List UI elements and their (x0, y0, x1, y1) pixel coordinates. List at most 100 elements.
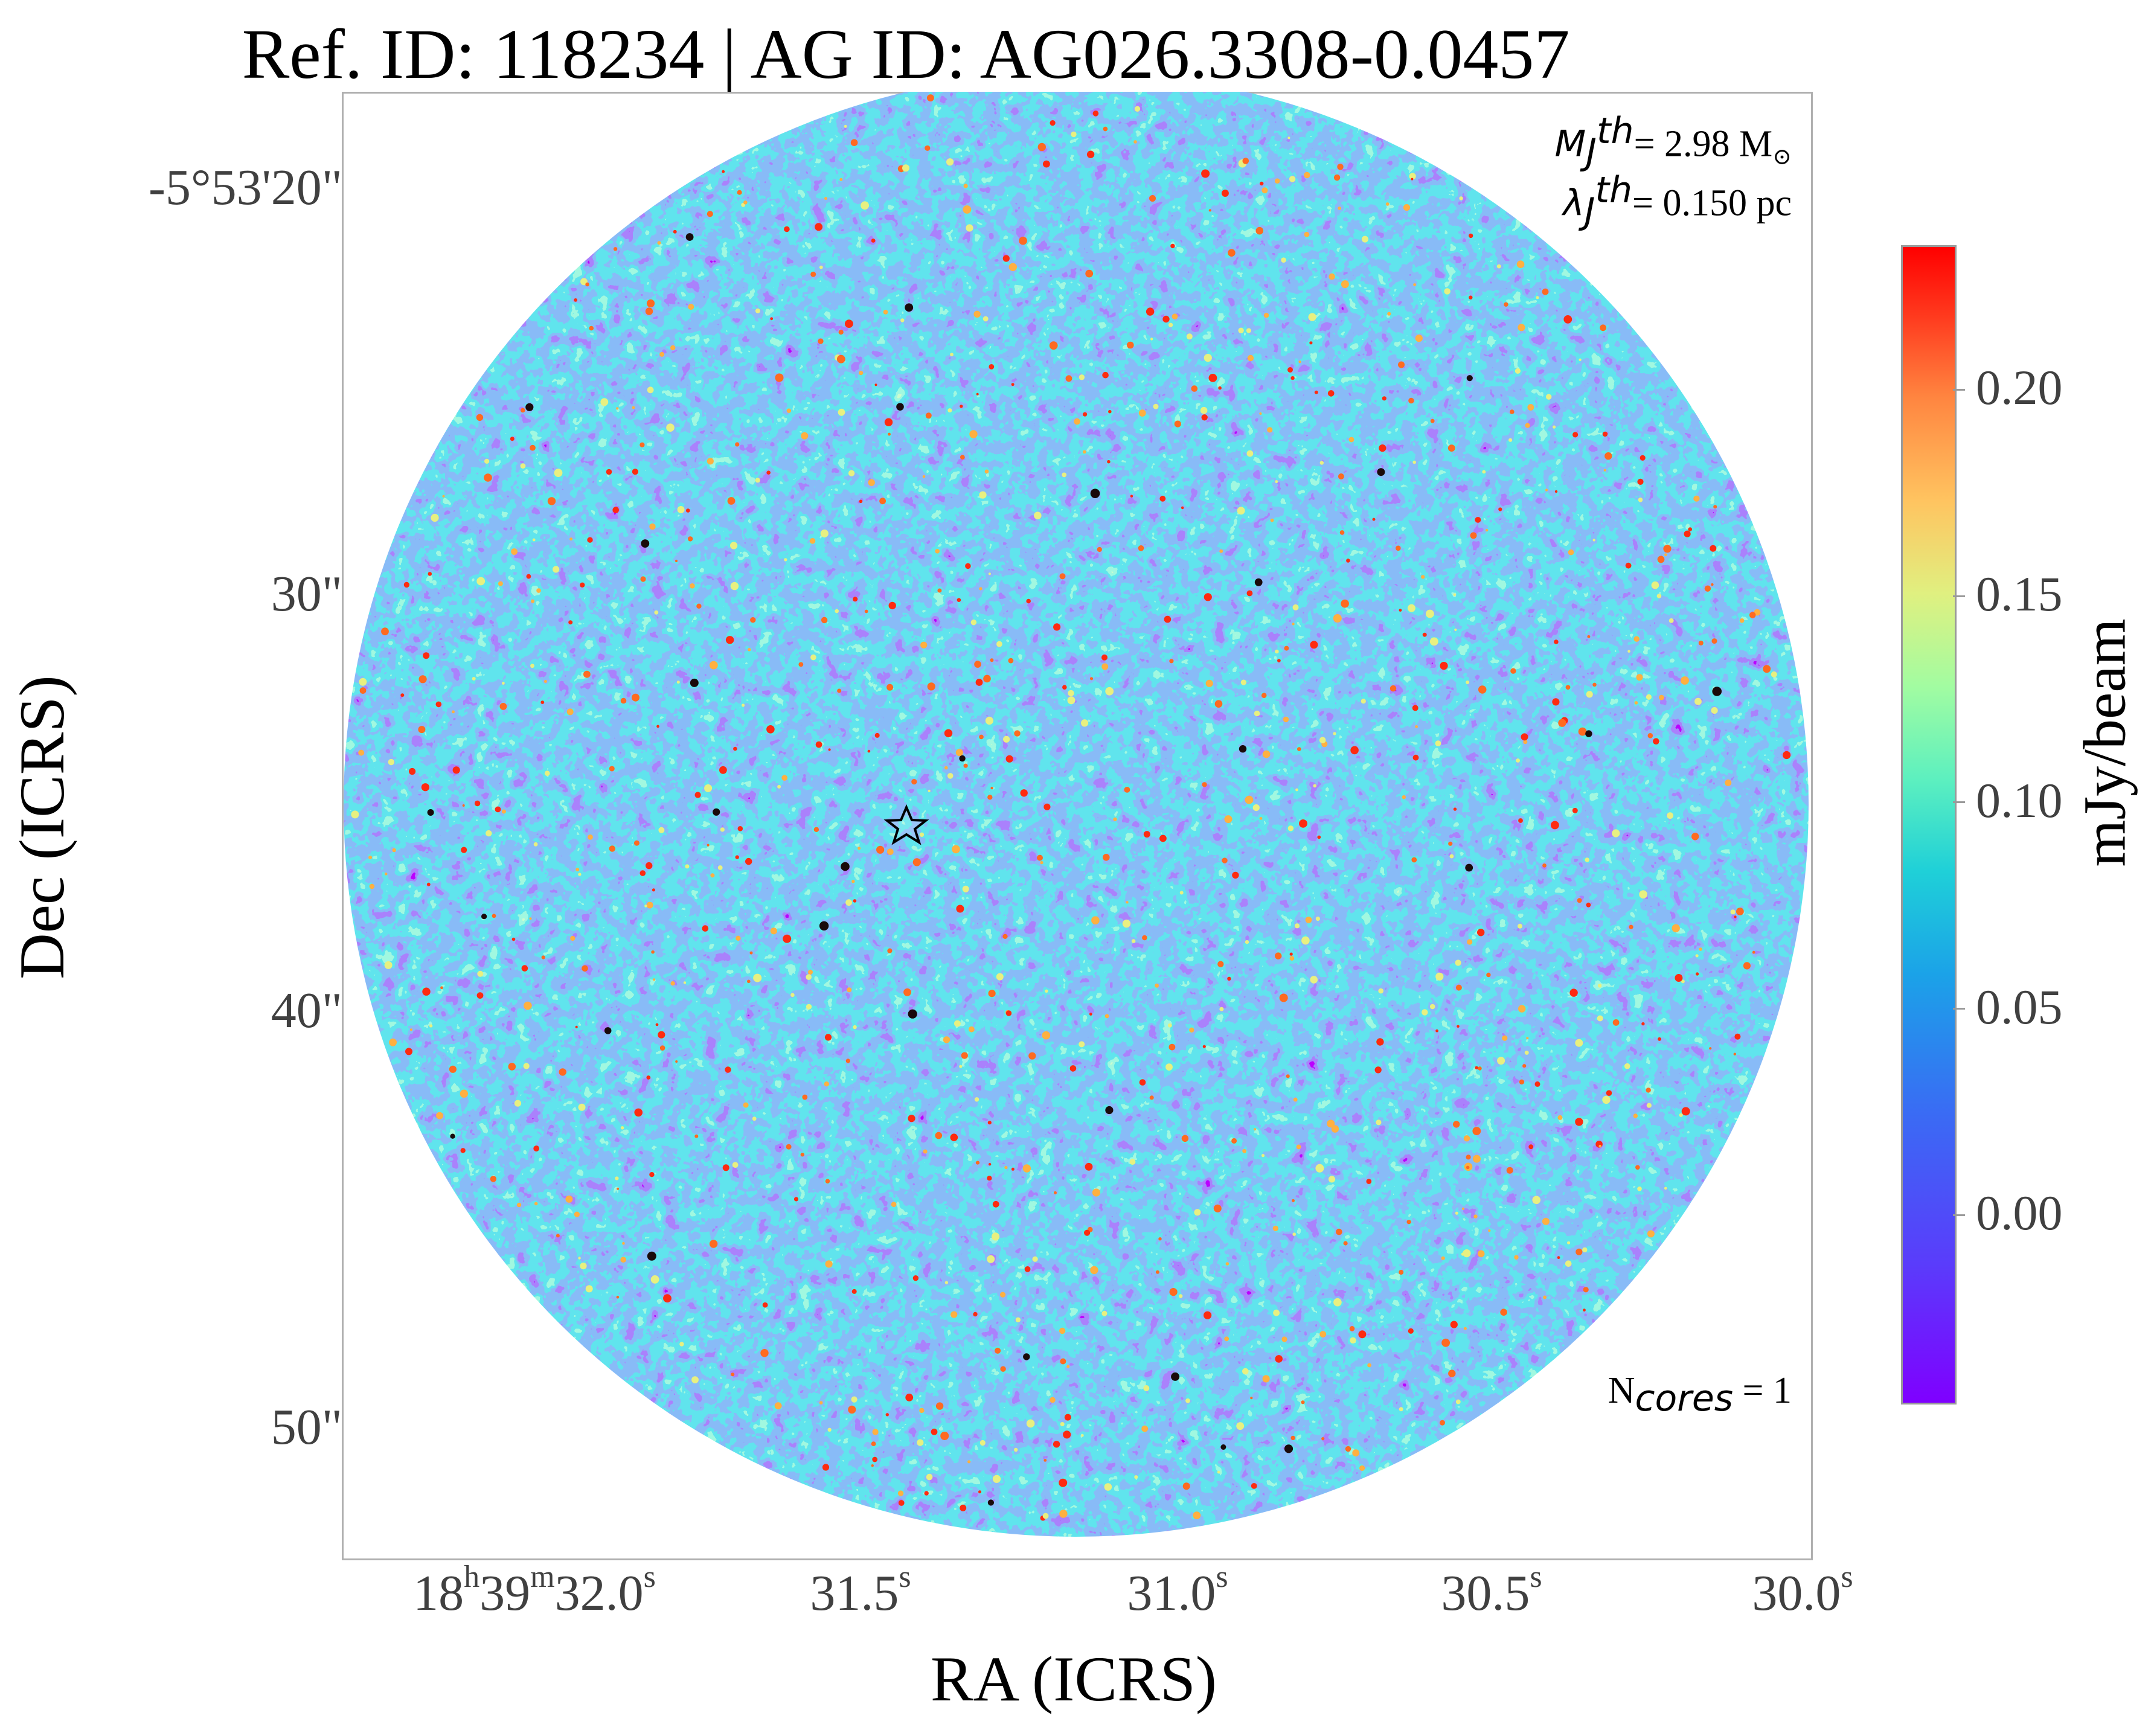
noise-peak (449, 1065, 457, 1073)
noise-peak (912, 858, 921, 866)
noise-peak (730, 542, 738, 549)
noise-peak (1647, 1230, 1655, 1238)
noise-peak (435, 701, 442, 708)
noise-peak (440, 986, 443, 990)
noise-peak (1049, 341, 1058, 350)
noise-peak (1082, 450, 1086, 454)
noise-peak (1026, 1419, 1035, 1428)
noise-peak (722, 1164, 729, 1171)
noise-peak (1189, 1027, 1194, 1033)
noise-peak (755, 478, 760, 483)
noise-peak (1496, 264, 1501, 269)
noise-peak (1450, 1321, 1458, 1328)
noise-peak (1646, 1103, 1652, 1108)
noise-peak (575, 868, 580, 872)
noise-peak (847, 987, 852, 993)
noise-peak (1518, 324, 1525, 332)
noise-peak (737, 826, 743, 831)
colorbar-label: mJy/beam (2071, 618, 2138, 867)
noise-peak (1133, 140, 1137, 144)
x-tick-label: 31.0s (1127, 1560, 1228, 1621)
noise-peak (1065, 375, 1072, 382)
noise-peak (565, 1195, 573, 1203)
noise-peak (1578, 727, 1587, 736)
noise-peak (1407, 604, 1415, 612)
noise-peak (1162, 315, 1170, 323)
noise-peak (403, 581, 410, 588)
noise-peak (937, 588, 942, 593)
noise-peak (1441, 1338, 1450, 1347)
noise-peak (851, 1396, 858, 1403)
noise-peak (885, 1413, 889, 1417)
noise-peak (983, 674, 991, 683)
noise-peak (1037, 143, 1047, 152)
noise-peak (1475, 517, 1481, 523)
noise-peak (851, 1289, 857, 1294)
noise-peak (1261, 693, 1267, 698)
noise-peak (1333, 1298, 1342, 1307)
noise-peak-saturated (1023, 1353, 1030, 1360)
noise-peak (1675, 974, 1683, 982)
noise-peak (1008, 658, 1014, 664)
noise-peak (1103, 126, 1108, 132)
noise-peak (919, 1408, 925, 1414)
noise-peak (926, 1473, 933, 1481)
noise-peak (1651, 581, 1659, 589)
noise-peak (879, 498, 886, 505)
noise-peak (640, 442, 645, 447)
noise-peak (732, 1162, 739, 1168)
noise-peak (428, 572, 432, 576)
noise-peak (694, 1134, 699, 1138)
noise-peak (1453, 593, 1456, 596)
noise-peak-saturated (1585, 730, 1592, 737)
noise-peak (1164, 615, 1172, 623)
noise-peak (1297, 747, 1301, 751)
noise-peak (822, 1464, 830, 1471)
noise-peak (752, 1116, 757, 1121)
noise-peak (944, 1281, 949, 1284)
noise-peak (585, 282, 589, 287)
noise-peak (1486, 972, 1491, 978)
noise-peak (574, 1211, 580, 1217)
noise-peak (1202, 782, 1207, 787)
noise-peak (474, 800, 481, 807)
noise-peak (1399, 609, 1402, 612)
noise-peak (1194, 1209, 1201, 1216)
noise-peak (582, 965, 588, 972)
x-tick-label: 30.0s (1752, 1560, 1853, 1621)
noise-peak (1043, 160, 1050, 168)
noise-peak (547, 497, 556, 505)
noise-peak (1150, 338, 1153, 341)
noise-peak (612, 507, 619, 513)
noise-peak (1129, 1159, 1136, 1165)
noise-peak (1396, 545, 1401, 551)
noise-peak (1292, 1232, 1296, 1236)
noise-peak (1378, 988, 1383, 994)
noise-peak (784, 226, 790, 232)
noise-peak (1612, 1019, 1620, 1026)
noise-peak (1298, 360, 1301, 364)
noise-peak (867, 749, 871, 753)
noise-peak (742, 703, 745, 707)
noise-peak (1092, 1188, 1100, 1197)
noise-peak-saturated (1105, 1106, 1114, 1115)
noise-peak (575, 1025, 578, 1028)
noise-peak (1457, 1025, 1460, 1028)
noise-peak (1079, 374, 1085, 380)
noise-peak (1182, 1482, 1190, 1490)
noise-peak (476, 414, 484, 421)
noise-peak (963, 763, 968, 768)
noise-peak (1127, 341, 1134, 349)
noise-peak (1412, 460, 1416, 464)
noise-peak (1050, 120, 1056, 126)
noise-peak (709, 1240, 718, 1248)
noise-peak (1421, 575, 1425, 579)
noise-peak (770, 927, 777, 935)
noise-peak (749, 951, 753, 955)
noise-peak (1518, 923, 1522, 929)
noise-peak-saturated (908, 1009, 917, 1019)
noise-peak (600, 398, 609, 406)
noise-peak (540, 700, 545, 704)
noise-peak (1261, 1154, 1265, 1158)
noise-peak (1200, 406, 1208, 414)
